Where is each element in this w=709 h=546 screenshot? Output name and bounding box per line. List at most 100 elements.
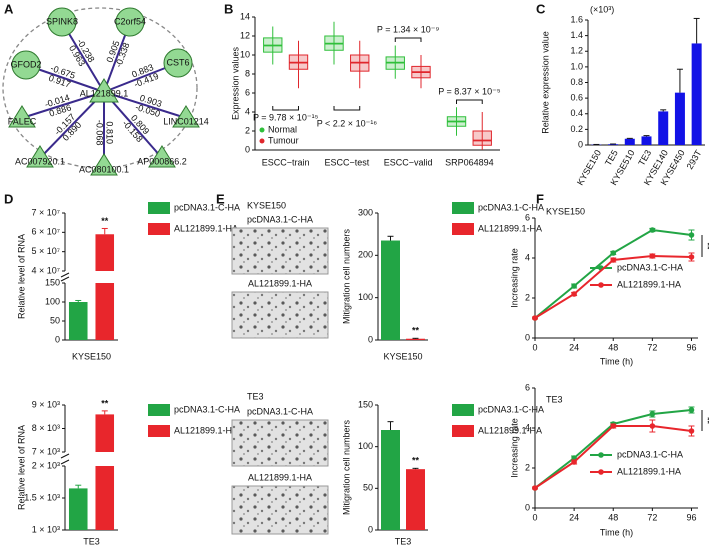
y-tick-label: 1.5 × 10³ <box>24 492 60 502</box>
axis-break <box>60 276 70 282</box>
legend-swatch <box>148 202 170 214</box>
legend-label: AL121899.1-HA <box>478 223 542 233</box>
micrograph <box>231 419 329 467</box>
y-axis-title: Mitigration cell numbers <box>341 419 351 515</box>
legend-label: AL121899.1-HA <box>174 425 238 435</box>
y-tick-label: 50 <box>50 315 60 325</box>
bar <box>658 111 669 145</box>
x-tick-label: KYSE150 <box>575 148 603 187</box>
image-label: pcDNA3.1-C-HA <box>247 214 313 224</box>
y-tick-label: 2 <box>525 462 530 472</box>
axis-break <box>60 459 70 465</box>
x-tick-label: 24 <box>569 342 579 352</box>
boundary <box>2 7 198 169</box>
micrograph <box>231 485 329 535</box>
node-label: AP000866.2 <box>137 156 187 166</box>
y-tick-label: 100 <box>358 292 373 302</box>
x-tick-label: 0 <box>532 512 537 522</box>
legend-label: AL121899.1-HA <box>174 223 238 233</box>
y-tick-label: 8 <box>245 68 250 78</box>
bar-lower-part <box>95 283 115 340</box>
legend-dot <box>259 127 265 133</box>
y-tick-label: 150 <box>358 399 373 409</box>
legend-label: pcDNA3.1-C-HA <box>617 262 683 272</box>
y-axis-title: Increasing rate <box>509 418 519 478</box>
center-label: AL121899.1 <box>80 88 129 98</box>
point <box>649 411 656 417</box>
legend-swatch <box>148 404 170 416</box>
micrograph <box>231 291 329 339</box>
legend-label: AL121899.1-HA <box>478 425 542 435</box>
legend-swatch <box>452 404 474 416</box>
node-label: GFOD2 <box>10 59 41 69</box>
point <box>688 428 695 434</box>
bar <box>68 302 88 340</box>
micrograph <box>231 227 329 275</box>
center-node <box>89 78 119 103</box>
axis-unit: (×10³) <box>590 4 614 14</box>
y-tick-label: 150 <box>45 277 60 287</box>
annotation: P = 1.34 × 10⁻⁹ <box>377 24 440 34</box>
edge-label: -0.068 <box>95 120 105 146</box>
edge <box>21 91 105 119</box>
node <box>26 145 54 168</box>
y-axis-title: Mitigration cell numbers <box>341 228 351 324</box>
y-tick-label: 1.0 <box>570 61 583 71</box>
x-axis-title: Time (h) <box>600 527 633 537</box>
line <box>534 228 692 319</box>
bar <box>381 240 400 340</box>
y-tick-label: 1.2 <box>570 46 583 56</box>
panel-letter: C <box>536 1 546 16</box>
cell-line-title: TE3 <box>247 391 264 401</box>
node-label: C2orf54 <box>114 16 146 26</box>
node-label: AC007920.1 <box>15 156 65 166</box>
cell-line-title: TE3 <box>546 394 563 404</box>
x-axis-title: KYSE150 <box>383 351 422 361</box>
y-axis-title: Relative expression value <box>540 31 550 134</box>
legend-swatch <box>452 202 474 214</box>
y-axis-title: Relative level of RNA <box>16 425 26 510</box>
legend-label: AL121899.1-HA <box>617 466 681 476</box>
y-tick-label: 8 × 10³ <box>32 423 60 433</box>
image-label: pcDNA3.1-C-HA <box>247 406 313 416</box>
x-tick-label: ESCC−valid <box>384 157 433 167</box>
x-tick-label: 72 <box>647 512 657 522</box>
x-tick-label: 72 <box>647 342 657 352</box>
legend-label: Normal <box>268 124 297 134</box>
legend-swatch <box>148 223 170 235</box>
x-axis-title: TE3 <box>395 536 412 546</box>
significance: ** <box>101 216 109 226</box>
bracket <box>394 37 422 42</box>
node <box>8 105 36 128</box>
bracket <box>456 99 483 104</box>
point <box>649 423 656 429</box>
x-tick-label: 48 <box>608 342 618 352</box>
point <box>571 283 577 289</box>
axis-break <box>60 453 70 459</box>
legend-dot <box>598 282 604 288</box>
point <box>688 254 695 260</box>
bar <box>624 138 635 145</box>
bar <box>95 414 115 452</box>
y-tick-label: 7 × 10⁷ <box>31 207 60 217</box>
bar-lower-part <box>95 466 115 530</box>
legend-label: pcDNA3.1-C-HA <box>617 449 683 459</box>
y-tick-label: 100 <box>45 296 60 306</box>
y-tick-label: 12 <box>240 30 250 40</box>
legend-label: AL121899.1-HA <box>617 279 681 289</box>
point <box>532 485 538 491</box>
node <box>148 145 176 168</box>
panel-letter: D <box>4 191 13 206</box>
bar <box>381 430 400 530</box>
legend-label: pcDNA3.1-C-HA <box>478 404 544 414</box>
significance: ** <box>412 326 420 336</box>
x-tick-label: 96 <box>686 512 696 522</box>
node-label: LINC01214 <box>163 116 209 126</box>
cell-line-title: KYSE150 <box>546 206 585 216</box>
node <box>115 7 145 37</box>
legend-swatch <box>148 425 170 437</box>
legend-swatch <box>452 223 474 235</box>
y-tick-label: 14 <box>240 11 250 21</box>
